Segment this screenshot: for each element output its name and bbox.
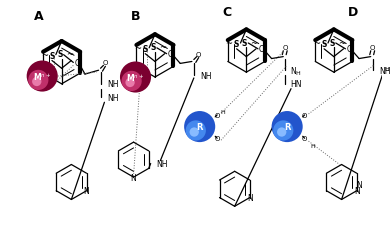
Text: O: O [74, 59, 80, 68]
Text: M$^{n+}$: M$^{n+}$ [33, 71, 51, 83]
Circle shape [125, 79, 135, 88]
Text: R: R [196, 123, 203, 131]
Text: H: H [221, 109, 225, 114]
Text: ~: ~ [250, 38, 258, 47]
Text: O: O [347, 45, 352, 54]
Text: M$^{n+}$: M$^{n+}$ [127, 72, 145, 83]
Text: H: H [295, 70, 299, 75]
Circle shape [122, 72, 142, 92]
Text: ~: ~ [313, 39, 320, 48]
Text: D: D [348, 6, 358, 19]
Text: O: O [103, 60, 108, 66]
Text: ~: ~ [338, 38, 345, 47]
Text: O: O [283, 45, 288, 51]
Text: ~: ~ [134, 44, 141, 53]
Text: O: O [370, 45, 376, 51]
Text: ~: ~ [159, 43, 166, 52]
Circle shape [190, 128, 199, 137]
Circle shape [186, 121, 206, 141]
Text: C: C [222, 6, 231, 19]
Text: NH: NH [107, 94, 119, 102]
Text: N: N [356, 181, 361, 189]
Text: ~: ~ [66, 50, 73, 59]
Text: O: O [214, 136, 220, 142]
Text: R: R [284, 123, 290, 131]
Text: B: B [131, 10, 140, 23]
Text: H: H [310, 143, 315, 148]
Circle shape [272, 112, 303, 142]
Text: S: S [242, 38, 247, 47]
Circle shape [28, 70, 49, 91]
Text: NH: NH [156, 159, 168, 168]
Circle shape [32, 77, 42, 87]
Text: N: N [354, 186, 359, 195]
Text: HN: HN [290, 80, 301, 89]
Text: N: N [247, 193, 253, 202]
Text: O: O [196, 52, 201, 57]
Text: O: O [302, 112, 307, 118]
Text: O: O [214, 112, 220, 118]
Circle shape [184, 112, 215, 142]
Circle shape [27, 61, 58, 92]
Text: O: O [302, 136, 307, 142]
Circle shape [120, 62, 151, 93]
Text: NH: NH [379, 66, 391, 75]
Text: ~: ~ [225, 39, 232, 48]
Text: NH: NH [201, 71, 212, 80]
Text: O: O [167, 50, 173, 59]
Text: A: A [33, 10, 43, 23]
Text: N: N [290, 66, 296, 75]
Text: S: S [57, 50, 62, 59]
Text: S: S [150, 43, 156, 52]
Text: S: S [321, 40, 327, 49]
Text: O: O [259, 45, 265, 54]
Text: S: S [143, 45, 148, 54]
Text: N: N [83, 186, 89, 195]
Text: S: S [49, 52, 54, 61]
Text: NH: NH [107, 80, 119, 89]
Text: S: S [329, 38, 334, 47]
Text: H: H [384, 66, 389, 72]
Circle shape [273, 121, 293, 141]
Circle shape [277, 128, 287, 137]
Text: N: N [131, 173, 136, 182]
Text: S: S [234, 40, 239, 49]
Text: ~: ~ [41, 51, 48, 60]
